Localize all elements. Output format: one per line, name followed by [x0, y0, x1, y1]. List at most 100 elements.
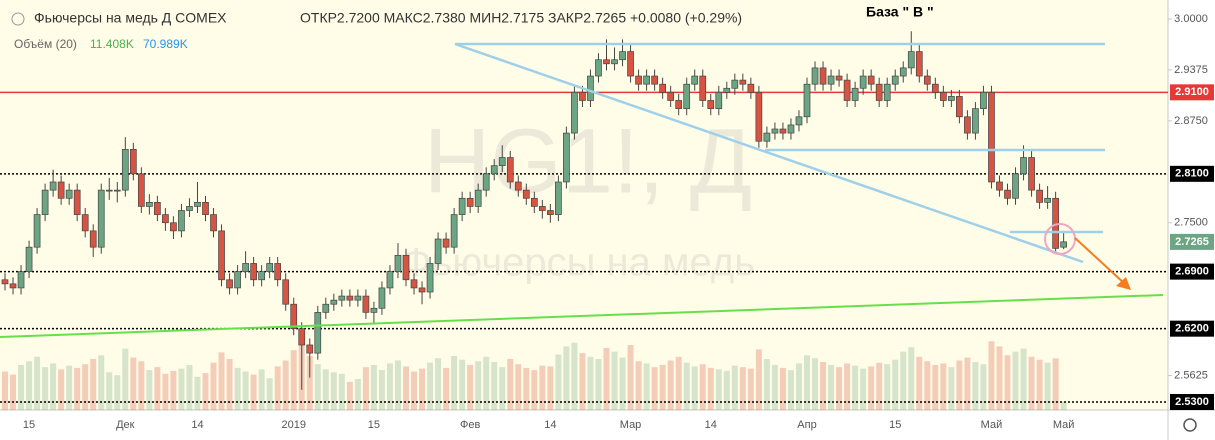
volume-bar — [900, 351, 907, 410]
candle-body — [362, 295, 370, 313]
volume-bar — [579, 353, 586, 410]
candle-body — [9, 283, 17, 289]
volume-bar — [667, 360, 674, 410]
candle-body — [1004, 189, 1011, 199]
x-tick-label: 15 — [23, 419, 35, 431]
volume-bar — [226, 359, 233, 410]
volume-bar — [122, 348, 129, 410]
volume-bar — [587, 356, 594, 410]
volume-bar — [1060, 401, 1067, 410]
candle-body — [899, 67, 907, 77]
candle-body — [651, 75, 658, 85]
volume-bar — [218, 352, 225, 410]
volume-bar — [394, 360, 401, 410]
candle-body — [1012, 173, 1019, 199]
volume-bar — [443, 367, 450, 410]
volume-bar — [74, 367, 81, 410]
symbol-title: Фьючерсы на медь Д COMEX — [34, 10, 227, 26]
volume-bar — [916, 356, 923, 410]
candle-body — [105, 189, 113, 192]
trend-line — [454, 42, 1084, 264]
candle-body — [964, 116, 971, 134]
candle-body — [162, 214, 169, 224]
candle-body — [210, 214, 217, 232]
volume-bar — [162, 373, 169, 410]
candle-body — [707, 100, 715, 109]
candle-body — [274, 263, 282, 281]
candle-body — [1, 279, 9, 285]
candle-body — [851, 87, 859, 101]
candle-body — [322, 303, 330, 313]
x-tick-label: 14 — [191, 419, 203, 431]
candle-body — [154, 202, 161, 215]
candle-body — [442, 238, 450, 248]
candle-body — [771, 128, 779, 134]
volume-bar — [619, 357, 626, 410]
candle-body — [514, 181, 522, 191]
volume-bar — [523, 367, 530, 410]
volume-bar — [427, 362, 434, 410]
y-tick-label: 2.5625 — [1174, 369, 1208, 381]
candle-body — [386, 271, 394, 289]
volume-bar — [1052, 358, 1059, 410]
settings-icon[interactable] — [1183, 418, 1197, 432]
candle-body — [298, 328, 306, 346]
x-tick-label: Дек — [116, 419, 135, 431]
volume-bar — [635, 361, 642, 410]
candle-body — [282, 279, 290, 305]
candle-body — [739, 79, 747, 85]
trend-line — [0, 294, 1164, 338]
volume-bar — [675, 356, 682, 410]
candle-body — [498, 157, 506, 167]
candle-body — [948, 96, 955, 101]
volume-bar — [274, 366, 281, 410]
volume-bar — [795, 363, 802, 410]
candle-body — [988, 91, 995, 183]
candle-body — [434, 238, 442, 264]
candle-body — [266, 263, 274, 272]
volume-bar — [1036, 359, 1043, 410]
volume-bar — [154, 367, 161, 410]
candle-body — [65, 189, 73, 199]
volume-bar — [932, 364, 939, 410]
volume-bar — [210, 362, 217, 410]
volume-bar — [242, 371, 249, 410]
volume-bar — [515, 364, 522, 410]
volume-bar — [747, 368, 754, 410]
level-label: 2.5300 — [1175, 396, 1209, 408]
volume-bar — [507, 359, 514, 410]
volume-bar — [170, 370, 177, 410]
volume-bar — [820, 361, 827, 410]
volume-bar — [98, 355, 105, 410]
volume-bar — [539, 365, 546, 410]
x-tick-label: 2019 — [281, 419, 305, 431]
candle-body — [956, 96, 963, 118]
candle-layer — [1, 31, 1067, 390]
volume-bar — [266, 378, 273, 410]
collapse-icon[interactable] — [11, 12, 25, 26]
volume-bar — [828, 364, 835, 410]
volume-bar — [42, 367, 49, 410]
volume-bar — [988, 341, 995, 410]
candle-body — [1036, 189, 1043, 203]
volume-bar — [459, 359, 466, 410]
settings[interactable] — [1183, 418, 1197, 432]
candle-body — [555, 181, 562, 215]
volume-bar — [66, 365, 73, 410]
candle-body — [426, 263, 434, 293]
candle-body — [57, 181, 65, 199]
volume-bar — [643, 363, 650, 410]
volume-bar — [58, 369, 65, 410]
last-price-label: 2.7265 — [1175, 236, 1209, 248]
volume-bar — [258, 369, 265, 410]
candle-body — [474, 189, 482, 207]
level-label-box — [1170, 165, 1214, 182]
volume-bar — [844, 363, 851, 410]
candle-body — [643, 75, 650, 85]
volume-bar — [908, 347, 915, 410]
candle-body — [803, 83, 811, 118]
y-tick-label: 2.9375 — [1174, 64, 1208, 76]
volume-bar — [451, 356, 458, 410]
candle-body — [779, 128, 787, 134]
volume-bar — [354, 378, 361, 410]
